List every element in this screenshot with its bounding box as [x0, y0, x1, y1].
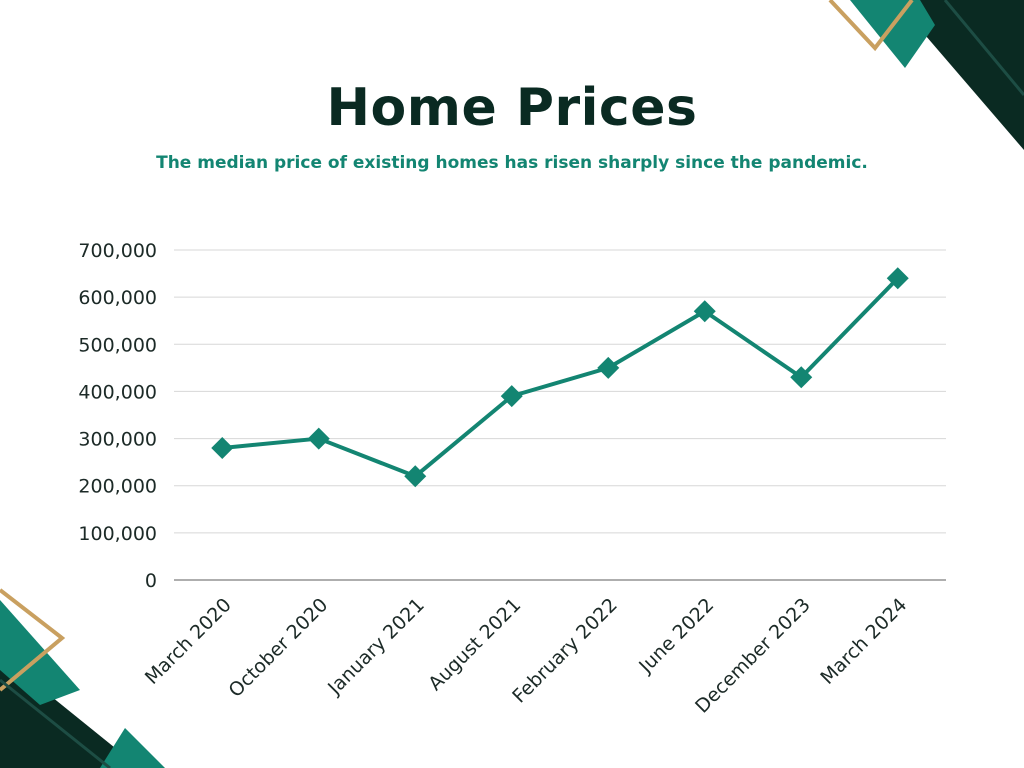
chart-subtitle: The median price of existing homes has r…	[156, 153, 868, 173]
bottom-left-teal-shape	[0, 600, 80, 705]
data-point-marker	[211, 437, 234, 459]
y-tick-label: 600,000	[78, 287, 157, 309]
top-right-gold-line	[828, 0, 914, 52]
data-point-marker	[307, 427, 330, 450]
top-right-thin-line	[943, 0, 1024, 96]
top-right-dark-band	[895, 0, 1024, 150]
x-tick-label: June 2022	[634, 594, 718, 678]
bottom-left-thin-line	[0, 678, 111, 768]
data-point-marker	[597, 356, 620, 379]
data-point-marker	[790, 366, 813, 389]
y-tick-label: 300,000	[78, 429, 157, 451]
y-tick-label: 500,000	[78, 334, 157, 356]
y-tick-label: 100,000	[78, 523, 157, 545]
x-tick-label: February 2022	[508, 594, 622, 708]
x-tick-label: January 2021	[323, 594, 429, 700]
y-tick-label: 200,000	[78, 476, 157, 498]
series-line-path	[222, 276, 900, 479]
data-point-marker	[886, 267, 909, 290]
data-point-marker	[404, 465, 427, 488]
x-tick-label: March 2024	[816, 594, 911, 689]
top-right-teal-shape	[850, 0, 935, 68]
y-tick-label: 0	[145, 570, 157, 592]
series-markers	[211, 267, 909, 488]
grid-lines	[174, 249, 946, 581]
data-point-marker	[500, 385, 523, 408]
y-axis-labels: 0 100,000 200,000 300,000 400,000 500,000 600,…	[78, 240, 157, 592]
y-tick-label: 700,000	[78, 240, 157, 262]
bottom-left-teal-triangle	[100, 728, 165, 768]
series-line	[222, 276, 900, 479]
y-tick-label: 400,000	[78, 381, 157, 403]
x-tick-label: August 2021	[424, 594, 525, 695]
data-point-marker	[693, 300, 716, 323]
x-tick-label: October 2020	[224, 594, 332, 702]
bottom-left-gold-line	[0, 588, 66, 692]
x-tick-label: March 2020	[141, 594, 236, 689]
chart-title: Home Prices	[326, 78, 698, 138]
